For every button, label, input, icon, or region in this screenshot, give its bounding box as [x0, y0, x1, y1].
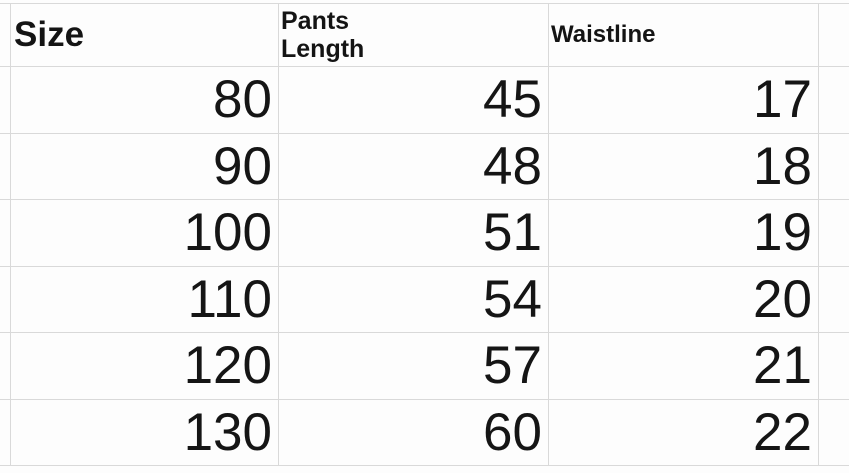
pants-length-value-cell: 51 — [278, 200, 548, 267]
table-row: 80 45 17 — [0, 67, 849, 134]
header-size: Size — [10, 3, 278, 67]
waistline-value-cell: 21 — [548, 333, 818, 400]
table-grid: Size Pants Length Waistline 80 45 17 90 … — [0, 3, 849, 466]
left-margin-cell — [0, 200, 10, 267]
pants-length-value-cell: 45 — [278, 67, 548, 134]
size-value-cell: 120 — [10, 333, 278, 400]
header-pants-length-line1: Pants — [281, 7, 350, 35]
right-margin-cell — [818, 266, 849, 333]
size-value-cell: 110 — [10, 266, 278, 333]
header-pants-length-line2: Length — [281, 35, 365, 63]
size-value-cell: 90 — [10, 133, 278, 200]
left-margin-cell — [0, 67, 10, 134]
table-row: 130 60 22 — [0, 399, 849, 466]
header-waistline: Waistline — [548, 3, 818, 67]
table-row: 110 54 20 — [0, 266, 849, 333]
left-margin-cell — [0, 400, 10, 466]
left-margin-cell — [0, 134, 10, 200]
table-row: 90 48 18 — [0, 133, 849, 200]
size-value-cell: 130 — [10, 399, 278, 466]
waistline-value-cell: 18 — [548, 133, 818, 200]
right-margin-cell — [818, 133, 849, 200]
size-value-cell: 80 — [10, 67, 278, 134]
pants-length-value-cell: 57 — [278, 333, 548, 400]
table-header-row: Size Pants Length Waistline — [0, 3, 849, 67]
waistline-value-cell: 22 — [548, 399, 818, 466]
left-margin-cell — [0, 333, 10, 400]
right-margin-cell — [818, 67, 849, 134]
right-margin-cell — [818, 399, 849, 466]
waistline-value-cell: 17 — [548, 67, 818, 134]
left-margin-cell — [0, 3, 10, 67]
right-margin-cell — [818, 3, 849, 67]
header-pants-length: Pants Length — [278, 3, 548, 67]
pants-length-value-cell: 54 — [278, 266, 548, 333]
right-margin-cell — [818, 200, 849, 267]
pants-length-value-cell: 60 — [278, 399, 548, 466]
pants-length-value-cell: 48 — [278, 133, 548, 200]
waistline-value-cell: 20 — [548, 266, 818, 333]
size-value-cell: 100 — [10, 200, 278, 267]
right-margin-cell — [818, 333, 849, 400]
left-margin-cell — [0, 267, 10, 333]
table-row: 120 57 21 — [0, 333, 849, 400]
waistline-value-cell: 19 — [548, 200, 818, 267]
table-row: 100 51 19 — [0, 200, 849, 267]
